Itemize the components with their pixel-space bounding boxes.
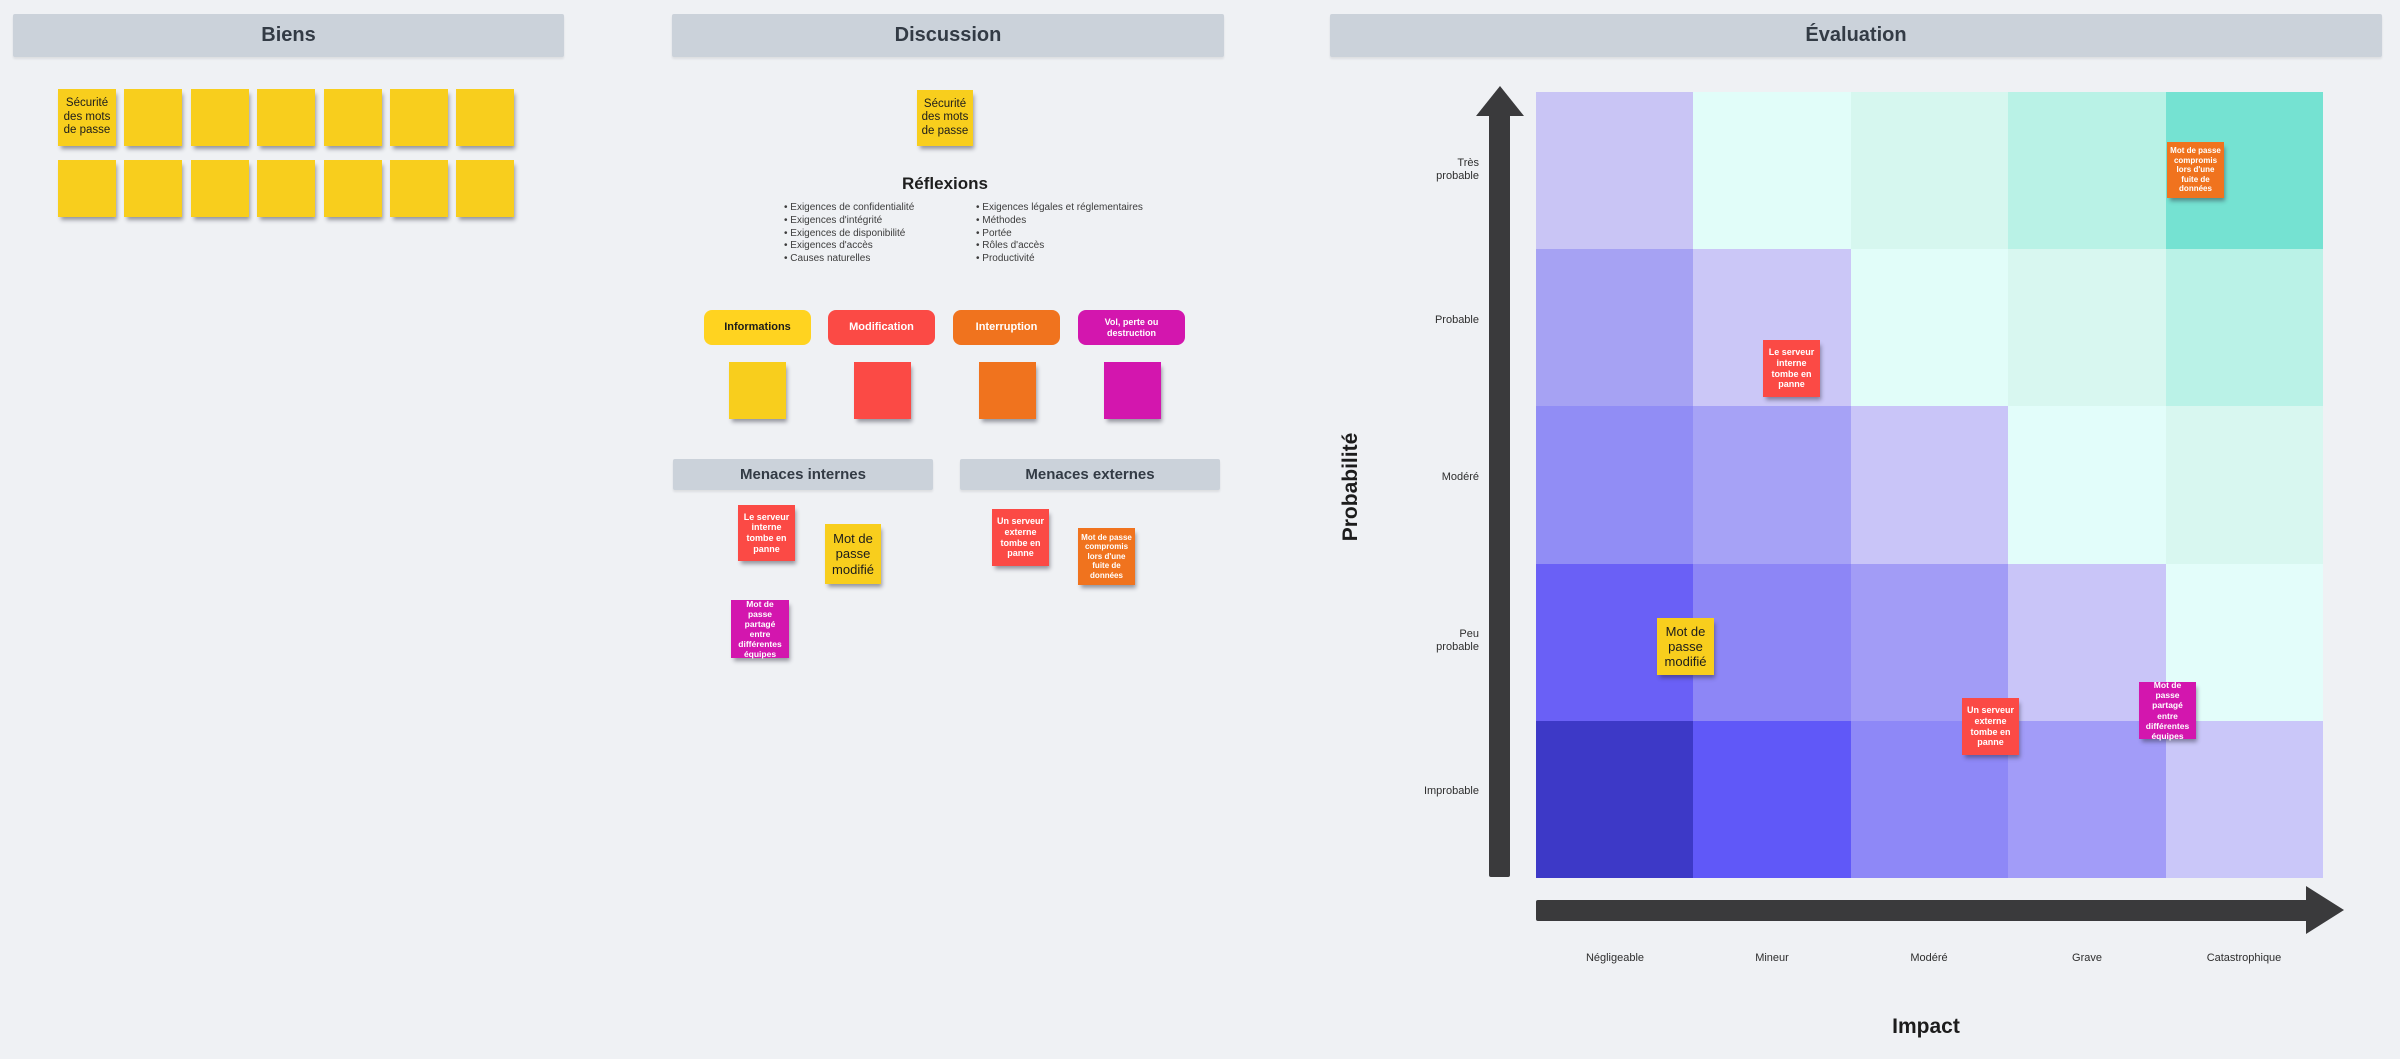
reflexion-item: • Exigences d'accès <box>784 240 873 252</box>
category-sample-sticky-note[interactable] <box>1104 362 1161 419</box>
biens-sticky-note[interactable]: Sécurité des mots de passe <box>58 89 116 146</box>
reflexion-item: • Causes naturelles <box>784 253 871 265</box>
reflexion-item: • Exigences de disponibilité <box>784 227 906 239</box>
category-sample-sticky-note[interactable] <box>979 362 1036 419</box>
matrix-sticky-note[interactable]: Mot de passe partagé entre différentes é… <box>2139 680 2196 741</box>
matrix-cell <box>1693 92 1852 250</box>
category-chip-vol-perte-ou-destruction[interactable]: Vol, perte ou destruction <box>1078 310 1185 345</box>
biens-sticky-note[interactable] <box>390 89 448 146</box>
matrix-cell <box>1693 563 1852 722</box>
biens-sticky-note[interactable] <box>191 160 249 217</box>
reflexions-heading: Réflexions <box>902 174 988 193</box>
impact-axis-title: Impact <box>1892 1015 1960 1038</box>
matrix-cell <box>1536 249 1694 407</box>
biens-sticky-note[interactable] <box>124 89 182 146</box>
menace-externe-sticky-note[interactable]: Mot de passe compromis lors d'une fuite … <box>1078 528 1135 585</box>
probability-axis-arrow <box>1489 112 1510 877</box>
biens-sticky-note[interactable] <box>58 160 116 217</box>
reflexions-list-2: • Exigences légales et réglementaires • M… <box>976 202 1143 266</box>
matrix-cell <box>1536 720 1694 879</box>
section-header-biens[interactable]: Biens <box>13 14 564 57</box>
biens-sticky-note[interactable] <box>257 89 315 146</box>
reflexion-item: • Exigences légales et réglementaires <box>976 202 1143 213</box>
impact-tick-label: Grave <box>2072 952 2102 964</box>
category-chip-informations[interactable]: Informations <box>704 310 811 345</box>
biens-sticky-note[interactable] <box>191 89 249 146</box>
section-header-menaces-externes[interactable]: Menaces externes <box>960 459 1220 490</box>
impact-tick-label: Négligeable <box>1585 952 1645 964</box>
section-header-discussion[interactable]: Discussion <box>672 14 1224 57</box>
impact-arrowhead-icon <box>2306 886 2344 934</box>
reflexion-item: • Exigences de confidentialité <box>784 202 915 213</box>
biens-sticky-note[interactable] <box>124 160 182 217</box>
probability-arrowhead-icon <box>1476 86 1524 116</box>
discussion-idea-sticky-note[interactable]: Sécurité des mots de passe <box>917 90 973 146</box>
category-chip-modification[interactable]: Modification <box>828 310 935 345</box>
matrix-sticky-note[interactable]: Un serveur externe tombe en panne <box>1962 698 2019 755</box>
section-header-evaluation[interactable]: Évaluation <box>1330 14 2382 57</box>
menace-interne-sticky-note[interactable]: Mot de passe modifié <box>825 524 881 584</box>
reflexions-list-1: • Exigences de confidentialité • Exigence… <box>784 202 914 266</box>
matrix-sticky-note[interactable]: Mot de passe modifié <box>1657 618 1714 675</box>
impact-tick-label: Mineur <box>1755 952 1789 964</box>
biens-sticky-note[interactable] <box>456 89 514 146</box>
probability-axis-title: Probabilité <box>1339 432 1362 542</box>
matrix-sticky-note[interactable]: Le serveur interne tombe en panne <box>1763 340 1820 397</box>
reflexion-item: • Exigences d'intégrité <box>784 214 883 226</box>
biens-sticky-note[interactable] <box>324 160 382 217</box>
biens-sticky-note[interactable] <box>257 160 315 217</box>
section-header-menaces-internes[interactable]: Menaces internes <box>673 459 933 490</box>
menace-interne-sticky-note[interactable]: Mot de passe partagé entre différentes é… <box>731 599 789 659</box>
matrix-cell <box>2008 406 2167 565</box>
matrix-cell <box>1850 406 2009 565</box>
matrix-cell <box>1536 92 1694 250</box>
category-chip-interruption[interactable]: Interruption <box>953 310 1060 345</box>
impact-axis-arrow <box>1536 900 2308 921</box>
probability-tick-label: Probable <box>1434 314 1479 326</box>
matrix-cell <box>1693 406 1852 565</box>
biens-sticky-note[interactable] <box>390 160 448 217</box>
matrix-cell <box>1850 92 2009 250</box>
probability-tick-label: Très probable <box>1436 157 1479 182</box>
biens-sticky-note[interactable] <box>456 160 514 217</box>
matrix-cell <box>2165 249 2324 407</box>
probability-tick-label: Improbable <box>1423 785 1479 797</box>
impact-tick-label: Catastrophique <box>2206 952 2282 964</box>
reflexion-item: • Rôles d'accès <box>976 240 1045 252</box>
menace-interne-sticky-note[interactable]: Le serveur interne tombe en panne <box>738 505 795 561</box>
reflexion-item: • Productivité <box>976 253 1035 265</box>
matrix-cell <box>2008 720 2167 879</box>
matrix-cell <box>1850 249 2009 407</box>
matrix-cell <box>2008 249 2167 407</box>
category-sample-sticky-note[interactable] <box>854 362 911 419</box>
category-sample-sticky-note[interactable] <box>729 362 786 419</box>
matrix-cell <box>1850 563 2009 722</box>
matrix-cell <box>1693 720 1852 879</box>
matrix-cell <box>1536 406 1694 565</box>
probability-tick-label: Modéré <box>1441 471 1479 483</box>
matrix-cell <box>2165 720 2324 879</box>
reflexion-item: • Méthodes <box>976 214 1027 226</box>
probability-tick-label: Peu probable <box>1436 628 1479 653</box>
reflexion-item: • Portée <box>976 227 1012 239</box>
matrix-cell <box>2008 92 2167 250</box>
menace-externe-sticky-note[interactable]: Un serveur externe tombe en panne <box>992 509 1049 566</box>
matrix-cell <box>2165 406 2324 565</box>
biens-sticky-note[interactable] <box>324 89 382 146</box>
impact-tick-label: Modéré <box>1910 952 1948 964</box>
matrix-sticky-note[interactable]: Mot de passe compromis lors d'une fuite … <box>2167 142 2224 198</box>
